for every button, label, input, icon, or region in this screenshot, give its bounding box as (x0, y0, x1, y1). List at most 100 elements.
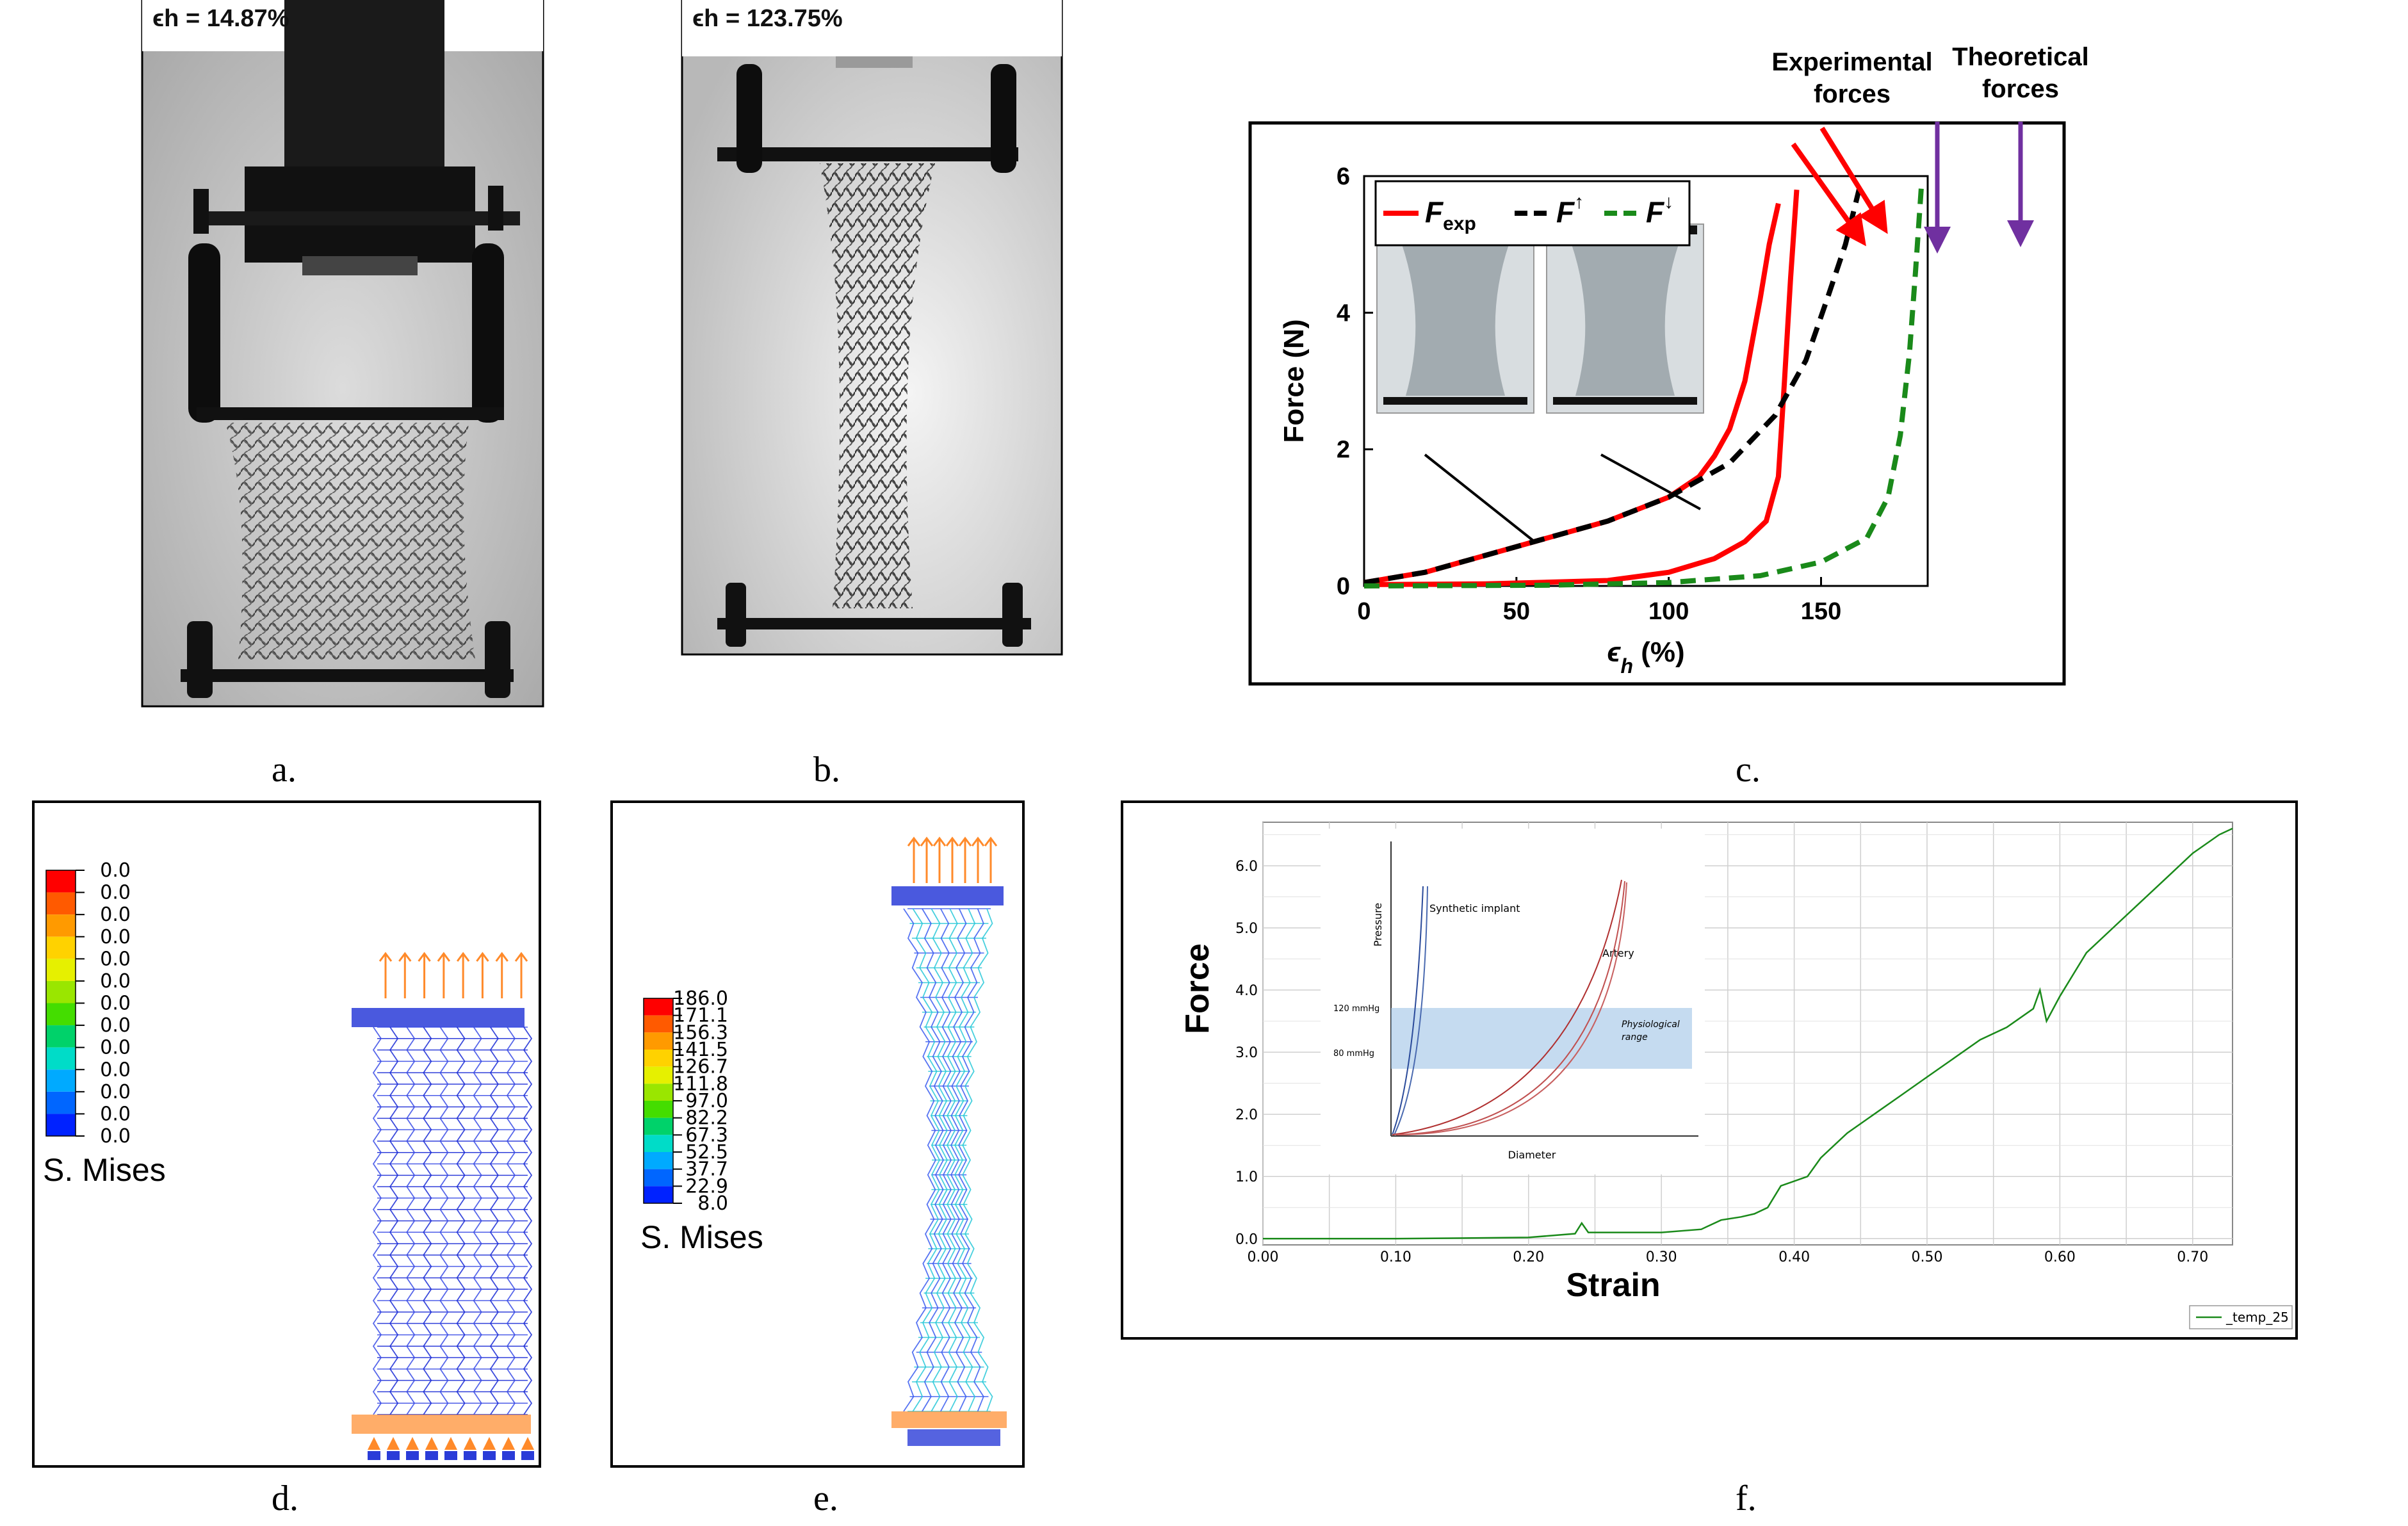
d-bottom-clamp (352, 1415, 531, 1434)
legend-d-swatch (46, 1003, 76, 1026)
d-load-arrowhead (378, 952, 393, 962)
panel-c: 0 50 100 150 0 2 4 6 ϵh (%) Force (N) Fexp F↑ F↓ (1248, 121, 2066, 686)
d-load-arrowhead (418, 952, 431, 962)
e-mesh-col (962, 908, 993, 1412)
y-tick-label: 2 (1337, 437, 1350, 464)
e-support-base (907, 1429, 1000, 1446)
legend-d-value: 0.0 (100, 1125, 131, 1148)
e-load-arrowhead (945, 836, 959, 847)
inset-label-120: 120 mmHg (1333, 1004, 1379, 1014)
inset-pointer-left (1424, 453, 1535, 542)
y-tick-label: 0.0 (1235, 1231, 1258, 1247)
chart-f-legend-label: _temp_25 (2225, 1310, 2289, 1325)
e-mesh-col (950, 908, 967, 1412)
d-mesh-col (372, 1027, 382, 1415)
legend-mark-2: ↓ (1664, 191, 1673, 213)
e-mesh-col (946, 908, 958, 1412)
x-tick-label: 0.30 (1646, 1249, 1677, 1265)
chart-f: 0.00 0.10 0.20 0.30 0.40 0.50 0.60 0.70 0.0 1.0 2.… (1179, 822, 2293, 1329)
legend-e-swatch (644, 1186, 673, 1203)
legend-d-title: S. Mises (43, 1152, 166, 1188)
e-mesh-col (958, 908, 984, 1412)
legend-d-value: 0.0 (100, 970, 131, 993)
inset-pointer-right (1600, 453, 1701, 510)
d-mesh-col (389, 1027, 399, 1415)
inset-photo-right (1546, 223, 1704, 414)
legend-d-value: 0.0 (100, 1081, 131, 1103)
legend-e-swatch (644, 1015, 673, 1033)
legend-d-swatch (46, 892, 76, 915)
legend-d-swatch (46, 959, 76, 981)
panel-a: ϵh = 14.87% (141, 0, 544, 708)
x-tick-label: 150 (1801, 598, 1841, 625)
x-tick-label: 0.50 (1911, 1249, 1942, 1265)
e-mesh (903, 908, 993, 1412)
panel-b-photo (681, 0, 1063, 656)
e-load-arrowhead (971, 836, 985, 847)
x-tick-label: 0.20 (1513, 1249, 1544, 1265)
legend-e-value: 22.9 (685, 1175, 728, 1197)
y-tick-label: 4.0 (1235, 983, 1258, 999)
d-load-arrowhead (398, 952, 412, 962)
strain-label-b: ϵh = 123.75% (692, 5, 843, 32)
y-tick-label: 2.0 (1235, 1107, 1258, 1123)
y-tick-label: 4 (1337, 300, 1350, 327)
e-load-arrowhead (907, 836, 921, 847)
annotation-theoretical-2: forces (1982, 75, 2059, 103)
legend-e-swatch (644, 1032, 673, 1050)
x-axis-subscript: h (1620, 654, 1633, 678)
legend-e-value: 37.7 (685, 1158, 728, 1181)
inset-ylabel: Pressure (1372, 903, 1384, 946)
e-mesh-col (912, 908, 941, 1412)
annotation-experimental-1: Experimental (1771, 48, 1932, 76)
strain-label-a: ϵh = 14.87% (152, 5, 289, 32)
caption-f: f. (1736, 1479, 1757, 1518)
legend-label-2: F↓ (1646, 191, 1673, 229)
d-mesh-col (489, 1027, 499, 1415)
caption-e: e. (813, 1479, 838, 1518)
inset-synthetic-curve-2 (1394, 886, 1428, 1135)
legend-e-swatch (644, 1066, 673, 1084)
y-tick-label: 1.0 (1235, 1169, 1258, 1185)
caption-a: a. (272, 750, 297, 790)
d-support (483, 1437, 496, 1450)
series-line-temp25 (1263, 827, 2233, 1240)
d-top-clamp (352, 1008, 525, 1027)
x-tick-label: 50 (1503, 598, 1530, 625)
legend-e-value: 171.1 (673, 1005, 728, 1027)
legend-mark-1: ↑ (1574, 191, 1584, 213)
d-support-base (425, 1451, 438, 1460)
d-mesh-col (523, 1027, 533, 1415)
y-tick-label: 3.0 (1235, 1045, 1258, 1061)
legend-d-swatch (46, 1025, 76, 1048)
legend-d-value: 0.0 (100, 948, 131, 970)
e-load-arrowhead (932, 836, 947, 847)
inset-synthetic-curve-1 (1392, 886, 1424, 1135)
chart-c-plot-area (1363, 175, 1929, 587)
inset-photo-left (1376, 223, 1534, 414)
legend-e-swatch (644, 1169, 673, 1187)
legend-box (1374, 180, 1691, 247)
d-mesh-col (506, 1027, 516, 1415)
legend-e-value: 8.0 (697, 1192, 728, 1215)
d-support-base (387, 1451, 400, 1460)
d-support (387, 1437, 400, 1450)
inset-photo-left-mesh (1399, 237, 1511, 396)
x-axis-label: Strain (1566, 1267, 1660, 1304)
series-line-2 (1363, 182, 1864, 585)
legend-d-swatch (46, 914, 76, 937)
legend-e-value: 67.3 (685, 1124, 728, 1146)
d-load-arrowhead (495, 952, 508, 962)
legend-d-swatch (46, 1069, 76, 1092)
legend-d-swatch (46, 936, 76, 959)
legend-d-swatch (46, 1047, 76, 1070)
legend-d-value: 0.0 (100, 1014, 131, 1037)
legend-d-swatch (46, 1114, 76, 1136)
caption-b: b. (813, 750, 840, 790)
legend-symbol-2: F (1646, 195, 1665, 229)
x-tick-label: 0.70 (2177, 1249, 2208, 1265)
e-load-arrowhead (984, 836, 998, 847)
inset-photo-right-mesh (1569, 237, 1681, 396)
fea-e: 186.0171.1156.3141.5126.7111.897.082.267… (640, 836, 1007, 1446)
